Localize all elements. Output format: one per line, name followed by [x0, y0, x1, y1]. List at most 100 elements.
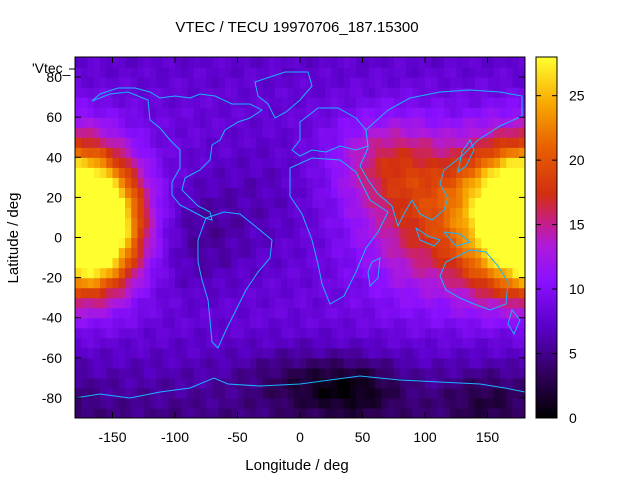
heatmap-cell: [175, 407, 182, 418]
heatmap-cell: [468, 327, 476, 339]
heatmap-cell: [87, 227, 95, 239]
heatmap-cell: [256, 357, 264, 369]
heatmap-cell: [218, 327, 226, 339]
heatmap-cell: [468, 77, 476, 88]
heatmap-cell: [225, 57, 232, 68]
heatmap-cell: [300, 127, 307, 138]
heatmap-cell: [250, 197, 257, 209]
heatmap-cell: [493, 257, 501, 269]
heatmap-cell: [275, 407, 282, 418]
heatmap-cell: [468, 107, 476, 118]
heatmap-cell: [181, 117, 189, 128]
heatmap-cell: [75, 157, 82, 168]
heatmap-cell: [431, 147, 439, 158]
heatmap-cell: [268, 267, 276, 279]
heatmap-cell: [381, 187, 389, 198]
heatmap-cell: [106, 117, 114, 128]
heatmap-cell: [75, 117, 82, 128]
heatmap-cell: [212, 147, 220, 158]
heatmap-cell: [125, 177, 132, 188]
heatmap-cell: [287, 367, 295, 379]
heatmap-cell: [93, 257, 101, 269]
heatmap-cell: [356, 387, 364, 399]
heatmap-cell: [431, 137, 439, 148]
heatmap-cell: [493, 397, 501, 409]
heatmap-cell: [75, 137, 82, 148]
heatmap-cell: [75, 167, 82, 178]
heatmap-cell: [462, 257, 470, 269]
heatmap-cell: [437, 97, 445, 108]
heatmap-cell: [143, 377, 151, 389]
heatmap-cell: [262, 157, 270, 168]
heatmap-cell: [200, 397, 207, 409]
heatmap-cell: [312, 237, 320, 249]
heatmap-cell: [156, 187, 164, 198]
heatmap-cell: [181, 147, 189, 158]
heatmap-cell: [87, 137, 95, 148]
heatmap-cell: [162, 87, 170, 98]
heatmap-cell: [262, 197, 270, 209]
heatmap-cell: [368, 307, 376, 319]
heatmap-cell: [331, 177, 339, 188]
heatmap-cell: [256, 307, 264, 319]
heatmap-cell: [237, 217, 245, 229]
heatmap-cell: [381, 267, 389, 279]
heatmap-cell: [456, 387, 464, 399]
heatmap-cell: [356, 347, 364, 359]
heatmap-cell: [512, 217, 520, 229]
heatmap-cell: [187, 167, 195, 178]
heatmap-cell: [256, 207, 264, 219]
heatmap-cell: [81, 227, 89, 239]
heatmap-cell: [318, 147, 326, 158]
heatmap-cell: [75, 87, 82, 98]
heatmap-cell: [237, 397, 245, 409]
heatmap-cell: [106, 77, 114, 88]
heatmap-cell: [443, 297, 451, 309]
heatmap-cell: [118, 327, 126, 339]
heatmap-cell: [518, 57, 525, 68]
heatmap-cell: [162, 137, 170, 148]
heatmap-cell: [387, 67, 395, 78]
heatmap-cell: [287, 57, 295, 68]
heatmap-cell: [168, 77, 176, 88]
heatmap-cell: [150, 247, 157, 259]
heatmap-cell: [106, 107, 114, 118]
heatmap-cell: [181, 407, 189, 418]
heatmap-cell: [337, 67, 345, 78]
heatmap-cell: [456, 207, 464, 219]
heatmap-cell: [362, 167, 370, 178]
heatmap-cell: [168, 277, 176, 289]
heatmap-cell: [231, 117, 239, 128]
x-tick-label: 50: [355, 429, 371, 445]
heatmap-cell: [131, 187, 139, 198]
heatmap-cell: [237, 307, 245, 319]
heatmap-cell: [468, 397, 476, 409]
heatmap-cell: [343, 307, 351, 319]
heatmap-cell: [506, 337, 514, 349]
heatmap-cell: [368, 117, 376, 128]
heatmap-cell: [362, 367, 370, 379]
heatmap-cell: [506, 397, 514, 409]
heatmap-cell: [250, 187, 257, 198]
heatmap-cell: [337, 297, 345, 309]
heatmap-cell: [343, 87, 351, 98]
heatmap-cell: [400, 347, 407, 359]
heatmap-cell: [475, 337, 482, 349]
heatmap-cell: [100, 207, 107, 219]
heatmap-cell: [362, 277, 370, 289]
heatmap-cell: [412, 197, 420, 209]
heatmap-cell: [156, 147, 164, 158]
heatmap-cell: [418, 257, 426, 269]
heatmap-cell: [331, 397, 339, 409]
heatmap-cell: [125, 117, 132, 128]
heatmap-cell: [431, 117, 439, 128]
heatmap-cell: [437, 337, 445, 349]
heatmap-cell: [350, 357, 357, 369]
heatmap-cell: [312, 297, 320, 309]
heatmap-cell: [406, 347, 414, 359]
heatmap-cell: [125, 197, 132, 209]
heatmap-cell: [450, 197, 457, 209]
heatmap-cell: [112, 67, 120, 78]
heatmap-cell: [268, 277, 276, 289]
heatmap-cell: [187, 87, 195, 98]
